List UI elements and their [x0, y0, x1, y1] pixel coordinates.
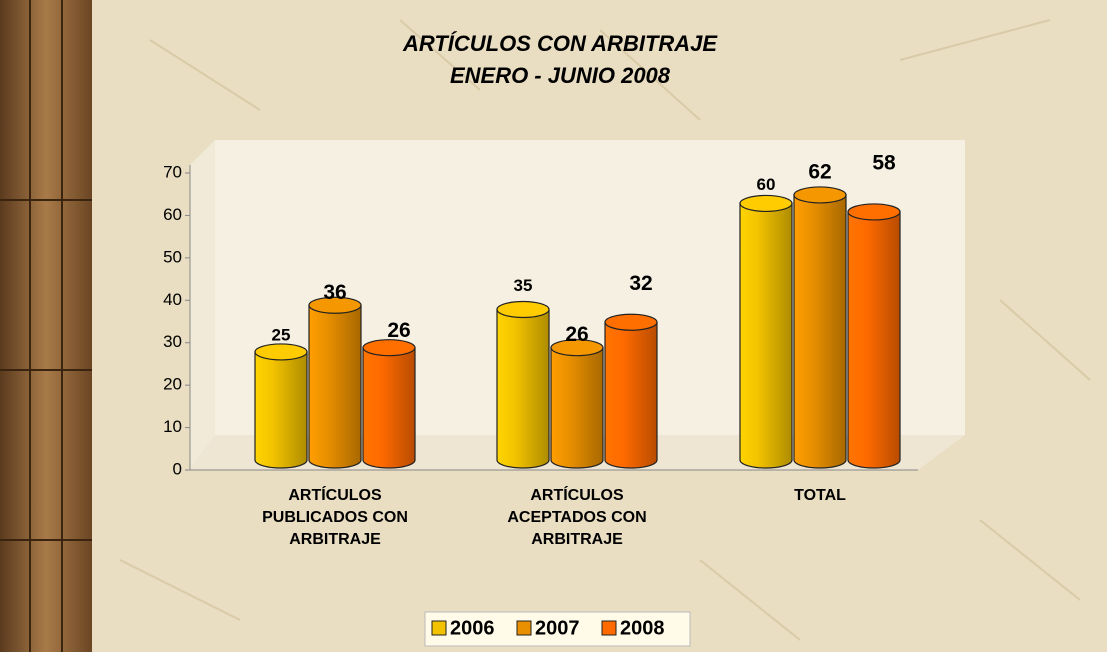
cylinder-top — [793, 186, 847, 204]
data-label: 26 — [387, 319, 410, 342]
data-label: 35 — [514, 276, 533, 295]
data-label: 25 — [272, 325, 291, 344]
x-tick-label: TOTAL — [794, 487, 846, 504]
chart-title: ARTÍCULOS CON ARBITRAJE — [402, 31, 718, 56]
cylinder-body — [793, 194, 847, 469]
cylinder-body — [739, 202, 793, 469]
cylinder-body — [362, 347, 416, 469]
x-tick-label: ARTÍCULOS PUBLICADOS CON ARBITRAJE — [262, 487, 408, 548]
legend-swatch — [431, 620, 447, 636]
left-border — [0, 0, 92, 652]
legend-swatch — [601, 620, 617, 636]
parchment-strokes — [119, 19, 1091, 641]
legend-label: 2007 — [535, 617, 580, 639]
cylinder-top — [496, 300, 550, 319]
y-tick-label: 70 — [163, 162, 182, 181]
cylinder-top — [308, 296, 362, 314]
chart-subtitle: ENERO - JUNIO 2008 — [450, 63, 671, 88]
y-tick-label: 10 — [163, 417, 182, 436]
cylinder-body — [550, 347, 604, 469]
x-tick-label: ARTÍCULOS ACEPTADOS CON ARBITRAJE — [507, 487, 647, 548]
cylinder-top — [254, 343, 308, 361]
cylinder-body — [254, 351, 308, 469]
cylinder-body — [604, 321, 658, 469]
y-tick-label: 20 — [163, 375, 182, 394]
data-label: 62 — [808, 160, 831, 183]
cylinder-top — [550, 339, 604, 357]
data-label: 60 — [757, 175, 776, 194]
data-label: 32 — [629, 272, 652, 295]
y-tick-label: 40 — [163, 290, 182, 309]
cylinder-top — [847, 203, 901, 221]
legend-label: 2008 — [620, 617, 665, 639]
y-tick-label: 60 — [163, 205, 182, 224]
cylinder-body — [847, 211, 901, 469]
data-label: 36 — [323, 281, 346, 304]
data-label: 58 — [872, 151, 896, 174]
legend-label: 2006 — [450, 617, 495, 639]
legend — [424, 611, 691, 647]
cylinder-body — [308, 304, 362, 469]
cylinder-top — [739, 194, 793, 213]
cylinder-body — [496, 308, 550, 469]
cylinder-top — [362, 339, 416, 357]
border-rings — [0, 0, 92, 652]
y-tick-label: 50 — [163, 247, 182, 266]
y-tick-label: 0 — [173, 459, 182, 478]
legend-swatch — [516, 620, 532, 636]
data-label: 26 — [565, 323, 588, 346]
y-tick-label: 30 — [163, 332, 182, 351]
side-wall — [190, 140, 215, 470]
cylinder-top — [604, 313, 658, 331]
